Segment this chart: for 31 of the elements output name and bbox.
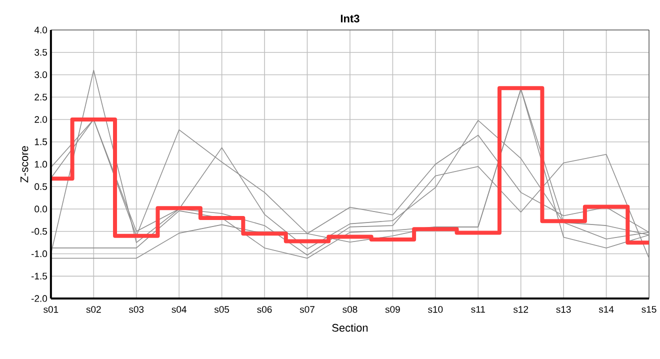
x-tick-label: s04 xyxy=(172,306,186,313)
x-tick-label: s09 xyxy=(385,306,400,313)
y-tick-label: 4.0 xyxy=(34,26,48,34)
y-tick-label: -2.0 xyxy=(31,294,48,302)
x-axis-title: Section xyxy=(332,323,368,332)
x-tick-label: s11 xyxy=(471,306,485,312)
x-tick-label: s05 xyxy=(214,306,230,313)
x-tick-label: s03 xyxy=(128,306,144,313)
y-tick-label: 3.5 xyxy=(34,48,48,56)
y-tick-label: 2.0 xyxy=(34,116,48,123)
x-tick-label: s15 xyxy=(642,306,656,312)
x-tick-label: s13 xyxy=(556,306,571,313)
x-tick-label: s14 xyxy=(598,306,614,312)
y-tick-label: -1.0 xyxy=(31,250,48,257)
y-axis-title: Z-score xyxy=(20,146,28,182)
x-tick-label: s07 xyxy=(300,306,314,313)
chart-title: Int3 xyxy=(340,14,360,22)
y-tick-label: 1.5 xyxy=(34,138,48,145)
x-tick-label: s10 xyxy=(428,306,443,313)
x-tick-label: s12 xyxy=(513,306,528,313)
y-tick-label: 1.0 xyxy=(34,160,48,168)
x-tick-label: s08 xyxy=(342,306,358,313)
x-tick-label: s06 xyxy=(257,306,272,313)
x-tick-label: s02 xyxy=(86,306,101,313)
y-tick-label: 0.5 xyxy=(34,183,48,190)
y-tick-label: -1.5 xyxy=(31,272,48,280)
x-tick-label: s01 xyxy=(44,306,58,313)
y-tick-label: -0.5 xyxy=(31,228,48,235)
y-tick-label: 3.0 xyxy=(34,71,48,78)
y-tick-label: 0.0 xyxy=(34,205,48,212)
y-tick-label: 2.5 xyxy=(34,94,48,100)
